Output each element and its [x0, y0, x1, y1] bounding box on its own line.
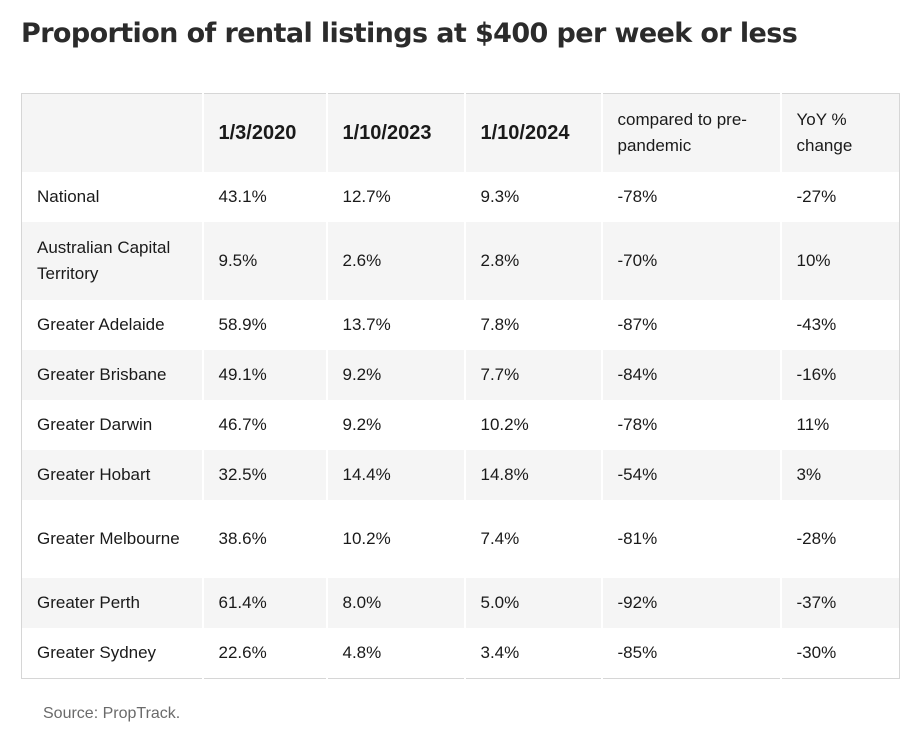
table-row: Greater Sydney 22.6% 4.8% 3.4% -85% -30% [21, 628, 900, 679]
source-note: Source: PropTrack. [43, 705, 181, 722]
header-cell-2020: 1/3/2020 [202, 93, 328, 172]
cell-region: Greater Perth [21, 578, 204, 628]
table-row: Greater Adelaide 58.9% 13.7% 7.8% -87% -43% [21, 300, 900, 350]
header-cell-region [21, 93, 204, 172]
cell-region: Greater Adelaide [21, 300, 204, 350]
table-row: Greater Melbourne 38.6% 10.2% 7.4% -81% -28% [21, 500, 900, 578]
cell-2024: 2.8% [464, 222, 603, 300]
cell-vs-pre-pandemic: -78% [601, 172, 782, 222]
table-row: National 43.1% 12.7% 9.3% -78% -27% [21, 172, 900, 222]
table-row: Greater Brisbane 49.1% 9.2% 7.7% -84% -16% [21, 350, 900, 400]
cell-2024: 9.3% [464, 172, 603, 222]
cell-yoy-change: -27% [780, 172, 900, 222]
cell-region: Australian Capital Territory [21, 222, 204, 300]
cell-region: National [21, 172, 204, 222]
cell-vs-pre-pandemic: -84% [601, 350, 782, 400]
cell-yoy-change: -16% [780, 350, 900, 400]
cell-2020: 61.4% [202, 578, 328, 628]
table-row: Australian Capital Territory 9.5% 2.6% 2.8%… [21, 222, 900, 300]
cell-2024: 5.0% [464, 578, 603, 628]
cell-2020: 22.6% [202, 628, 328, 679]
cell-2020: 49.1% [202, 350, 328, 400]
chart-title: Proportion of rental listings at $400 pe… [21, 18, 798, 49]
cell-2024: 14.8% [464, 450, 603, 500]
table-row: Greater Darwin 46.7% 9.2% 10.2% -78% 11% [21, 400, 900, 450]
cell-yoy-change: -43% [780, 300, 900, 350]
cell-yoy-change: -28% [780, 500, 900, 578]
cell-2024: 7.4% [464, 500, 603, 578]
cell-2020: 43.1% [202, 172, 328, 222]
cell-region: Greater Melbourne [21, 500, 204, 578]
cell-vs-pre-pandemic: -85% [601, 628, 782, 679]
cell-2023: 14.4% [326, 450, 466, 500]
cell-yoy-change: 3% [780, 450, 900, 500]
cell-2023: 4.8% [326, 628, 466, 679]
cell-vs-pre-pandemic: -87% [601, 300, 782, 350]
cell-2024: 7.7% [464, 350, 603, 400]
cell-yoy-change: -30% [780, 628, 900, 679]
cell-region: Greater Sydney [21, 628, 204, 679]
cell-2023: 2.6% [326, 222, 466, 300]
table-row: Greater Hobart 32.5% 14.4% 14.8% -54% 3% [21, 450, 900, 500]
cell-region: Greater Brisbane [21, 350, 204, 400]
table-header-row: 1/3/2020 1/10/2023 1/10/2024 compared to… [21, 93, 900, 172]
cell-2023: 9.2% [326, 400, 466, 450]
cell-yoy-change: 10% [780, 222, 900, 300]
header-cell-2023: 1/10/2023 [326, 93, 466, 172]
cell-2020: 32.5% [202, 450, 328, 500]
cell-vs-pre-pandemic: -78% [601, 400, 782, 450]
rental-listings-table: 1/3/2020 1/10/2023 1/10/2024 compared to… [21, 93, 900, 679]
cell-yoy-change: -37% [780, 578, 900, 628]
cell-2024: 3.4% [464, 628, 603, 679]
cell-vs-pre-pandemic: -81% [601, 500, 782, 578]
cell-2023: 12.7% [326, 172, 466, 222]
cell-2020: 46.7% [202, 400, 328, 450]
cell-2020: 38.6% [202, 500, 328, 578]
cell-vs-pre-pandemic: -54% [601, 450, 782, 500]
cell-region: Greater Darwin [21, 400, 204, 450]
header-cell-2024: 1/10/2024 [464, 93, 603, 172]
cell-2024: 7.8% [464, 300, 603, 350]
cell-2024: 10.2% [464, 400, 603, 450]
cell-2023: 8.0% [326, 578, 466, 628]
table-row: Greater Perth 61.4% 8.0% 5.0% -92% -37% [21, 578, 900, 628]
cell-2023: 10.2% [326, 500, 466, 578]
header-cell-yoy-change: YoY % change [780, 93, 900, 172]
cell-vs-pre-pandemic: -92% [601, 578, 782, 628]
cell-vs-pre-pandemic: -70% [601, 222, 782, 300]
cell-2023: 13.7% [326, 300, 466, 350]
cell-2020: 9.5% [202, 222, 328, 300]
cell-region: Greater Hobart [21, 450, 204, 500]
cell-2023: 9.2% [326, 350, 466, 400]
cell-2020: 58.9% [202, 300, 328, 350]
cell-yoy-change: 11% [780, 400, 900, 450]
header-cell-vs-pre-pandemic: compared to pre-pandemic [601, 93, 782, 172]
